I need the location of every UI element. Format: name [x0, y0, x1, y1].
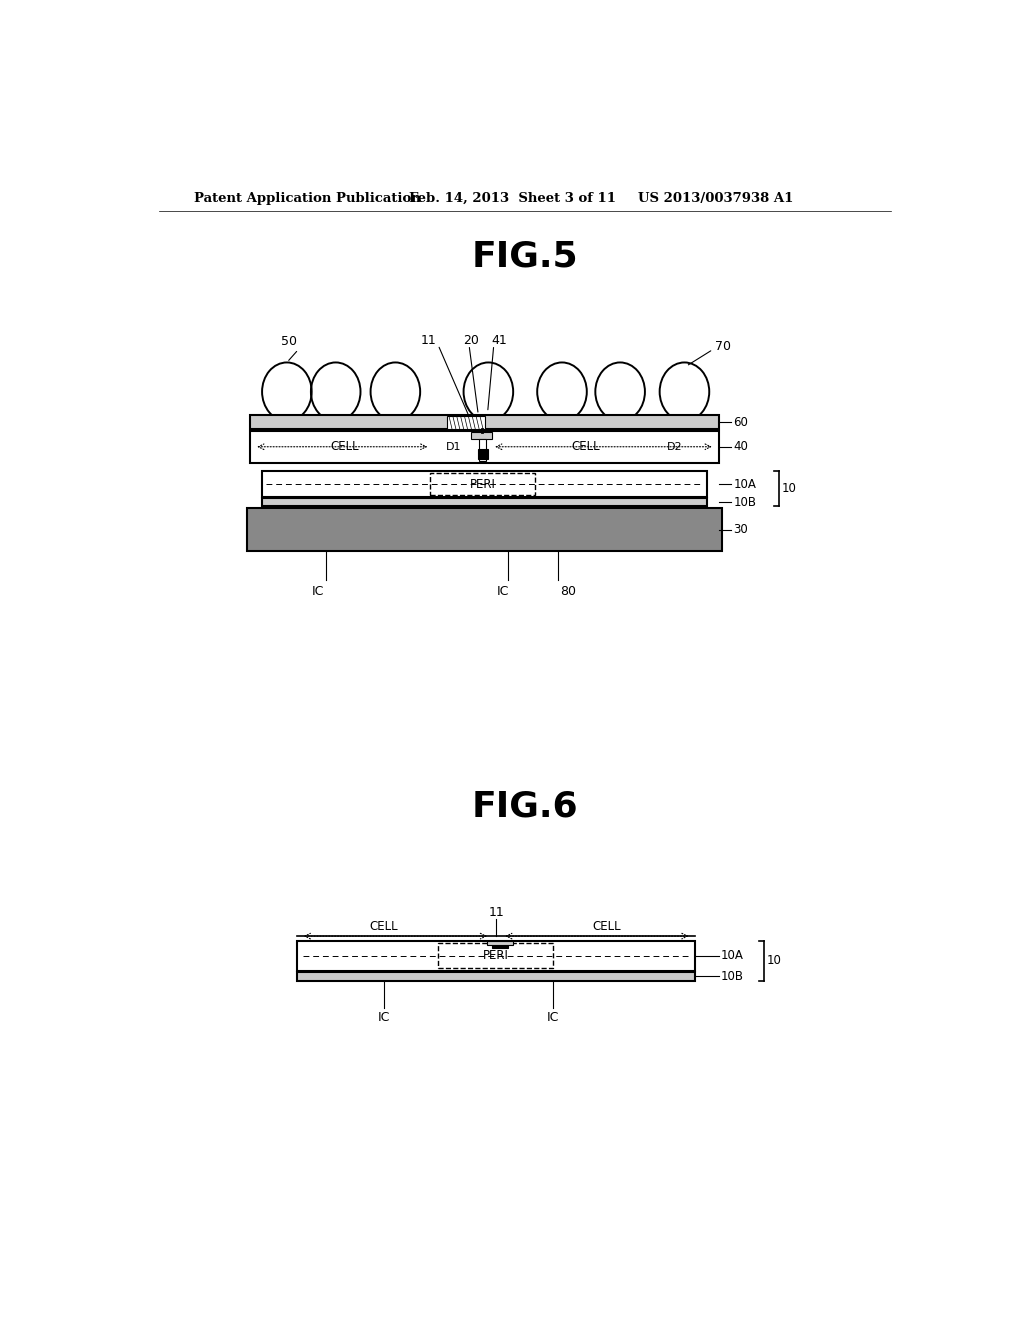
- Text: IC: IC: [547, 1011, 559, 1024]
- Bar: [262, 498, 707, 507]
- Text: 10B: 10B: [733, 496, 757, 508]
- Text: CELL: CELL: [571, 441, 600, 453]
- Bar: [478, 449, 487, 459]
- Text: FIG.5: FIG.5: [471, 240, 579, 275]
- Text: IC: IC: [378, 1011, 390, 1024]
- Text: 41: 41: [492, 334, 507, 347]
- Text: Feb. 14, 2013  Sheet 3 of 11: Feb. 14, 2013 Sheet 3 of 11: [409, 191, 615, 205]
- Bar: [430, 474, 535, 495]
- Text: FIG.6: FIG.6: [471, 789, 579, 824]
- Bar: [251, 414, 719, 429]
- Text: 11: 11: [488, 907, 504, 920]
- Text: 10B: 10B: [721, 970, 743, 982]
- Text: 50: 50: [282, 335, 297, 348]
- Text: PERI: PERI: [470, 478, 496, 491]
- Text: 30: 30: [733, 523, 748, 536]
- Text: CELL: CELL: [370, 920, 398, 933]
- Bar: [447, 416, 484, 429]
- Bar: [471, 432, 493, 438]
- Text: Patent Application Publication: Patent Application Publication: [194, 191, 421, 205]
- Text: D1: D1: [445, 442, 461, 451]
- Text: 11: 11: [421, 334, 436, 347]
- Bar: [297, 972, 695, 981]
- Text: 20: 20: [464, 334, 479, 347]
- Text: 10: 10: [782, 482, 797, 495]
- Bar: [262, 471, 707, 498]
- Text: 80: 80: [560, 585, 577, 598]
- Bar: [438, 942, 553, 969]
- Text: 60: 60: [733, 416, 749, 429]
- Bar: [486, 941, 513, 945]
- Bar: [297, 941, 695, 970]
- Text: 10: 10: [767, 954, 781, 968]
- Bar: [479, 438, 486, 461]
- Text: IC: IC: [311, 585, 324, 598]
- Text: CELL: CELL: [593, 920, 622, 933]
- Text: CELL: CELL: [331, 441, 359, 453]
- Text: 10A: 10A: [733, 478, 756, 491]
- Bar: [247, 508, 722, 552]
- Bar: [493, 941, 508, 949]
- Text: IC: IC: [497, 585, 509, 598]
- Bar: [251, 432, 719, 462]
- Text: US 2013/0037938 A1: US 2013/0037938 A1: [638, 191, 794, 205]
- Text: 10A: 10A: [721, 949, 743, 962]
- Text: PERI: PERI: [482, 949, 508, 962]
- Text: 70: 70: [716, 339, 731, 352]
- Text: D2: D2: [667, 442, 682, 451]
- Text: 40: 40: [733, 441, 749, 453]
